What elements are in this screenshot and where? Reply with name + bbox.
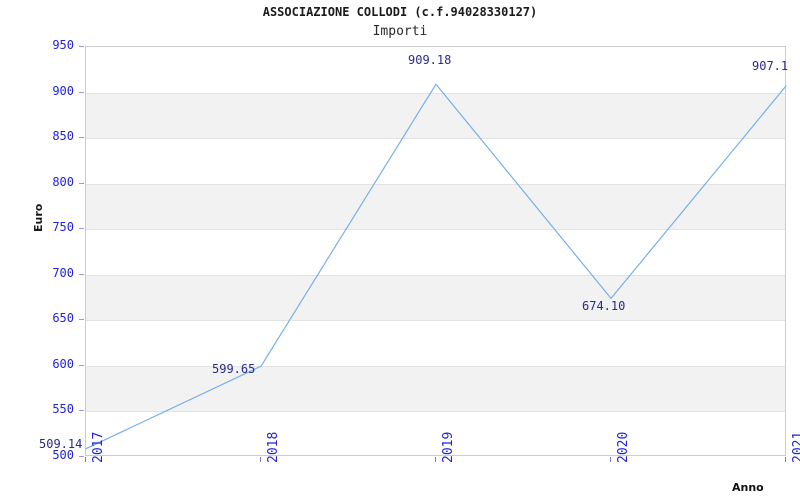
y-axis-tick-label: 750 bbox=[52, 220, 74, 235]
background-band bbox=[86, 183, 785, 230]
grid-line bbox=[86, 93, 785, 94]
chart-subtitle: Importi bbox=[372, 24, 428, 39]
data-point-label: 509.14 bbox=[39, 436, 83, 451]
grid-line bbox=[86, 184, 785, 185]
y-axis-tick-label: 500 bbox=[52, 448, 74, 462]
y-axis-tick-mark bbox=[79, 46, 84, 47]
grid-line bbox=[86, 138, 785, 139]
data-point-label: 909.18 bbox=[408, 53, 452, 68]
grid-line bbox=[86, 366, 785, 367]
x-axis-tick-mark bbox=[85, 457, 86, 462]
x-axis-tick-label: 2020 bbox=[616, 431, 631, 463]
x-axis-tick-label: 2021 bbox=[791, 431, 800, 463]
x-axis-tick-label: 2018 bbox=[266, 431, 281, 463]
y-axis-tick-label: 900 bbox=[52, 83, 74, 98]
y-axis-tick-mark bbox=[79, 92, 84, 93]
chart-title: ASSOCIAZIONE COLLODI (c.f.94028330127) bbox=[262, 5, 538, 19]
y-axis-tick-label: 800 bbox=[52, 174, 74, 189]
y-axis-tick-mark bbox=[79, 365, 84, 366]
y-axis-tick-label: 850 bbox=[52, 129, 74, 144]
data-point-label: 599.65 bbox=[212, 362, 256, 377]
y-axis-tick-mark bbox=[79, 137, 84, 138]
background-band bbox=[86, 365, 785, 412]
y-axis-tick-mark bbox=[79, 274, 84, 275]
y-axis-tick-label: 650 bbox=[52, 311, 74, 326]
y-axis-tick-mark bbox=[79, 228, 84, 229]
background-band bbox=[86, 274, 785, 321]
background-band bbox=[86, 92, 785, 139]
grid-line bbox=[86, 229, 785, 230]
plot-area bbox=[85, 46, 787, 456]
grid-line bbox=[86, 275, 785, 276]
y-axis-tick-mark bbox=[79, 410, 84, 411]
grid-line bbox=[86, 411, 785, 412]
y-axis-tick-label: 700 bbox=[52, 265, 74, 280]
x-axis-tick-mark bbox=[260, 457, 261, 462]
data-point-label: 674.10 bbox=[582, 299, 626, 314]
y-axis-tick-mark bbox=[79, 183, 84, 184]
x-axis-title: Anno bbox=[732, 481, 764, 494]
grid-line bbox=[86, 320, 785, 321]
y-axis-tick-label: 550 bbox=[52, 402, 74, 417]
data-point-label: 907.1 bbox=[752, 59, 789, 74]
x-axis-tick-label: 2019 bbox=[441, 431, 456, 463]
y-axis-tick-mark bbox=[79, 456, 84, 457]
x-axis-tick-label: 2017 bbox=[91, 431, 106, 463]
x-axis-tick-mark bbox=[435, 457, 436, 462]
x-axis-tick-mark bbox=[785, 457, 786, 462]
y-axis-tick-label: 600 bbox=[52, 356, 74, 371]
y-axis-tick-mark bbox=[79, 319, 84, 320]
x-axis-tick-mark bbox=[610, 457, 611, 462]
data-line-series bbox=[85, 83, 787, 450]
y-axis-tick-label: 950 bbox=[52, 38, 74, 52]
